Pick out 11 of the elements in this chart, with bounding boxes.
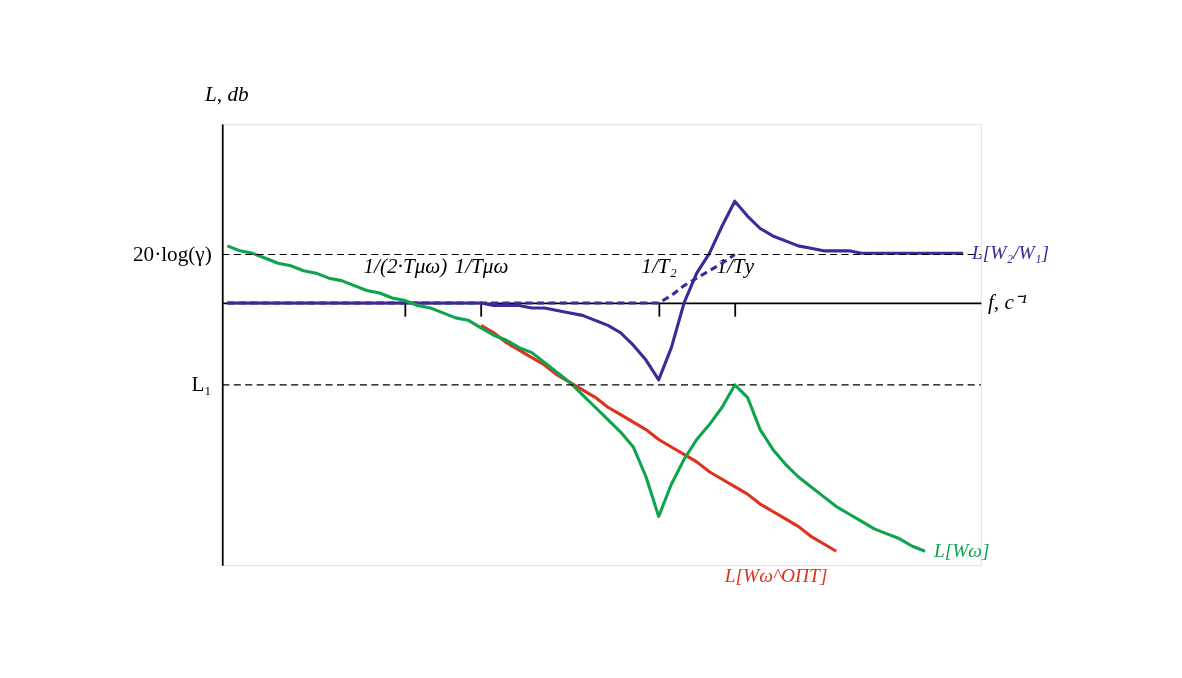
series-label: L[W₂/W₁]	[970, 242, 1050, 264]
series-label: L[Wω^ОПТ]	[723, 565, 828, 587]
ref-line-label: 20·log(γ)	[133, 241, 212, 266]
ref-line-label: L₁	[191, 372, 212, 397]
x-axis-title: f, с⁻¹	[987, 290, 1028, 315]
x-tick-label: 1/Tμω	[454, 253, 509, 278]
x-tick-label: 1/Tу	[716, 253, 755, 278]
x-tick-label: 1/T₂	[641, 253, 677, 278]
series-label: L[Wω]	[932, 540, 990, 562]
x-tick-label: 1/(2·Tμω)	[363, 253, 448, 278]
y-axis-title: L, db	[204, 81, 249, 106]
